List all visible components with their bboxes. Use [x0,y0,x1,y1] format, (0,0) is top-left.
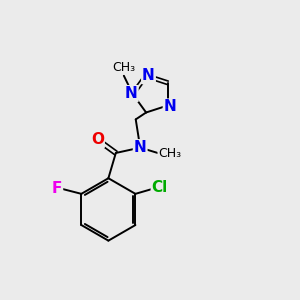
Text: CH₃: CH₃ [158,147,182,160]
Text: CH₃: CH₃ [112,61,135,74]
Text: O: O [91,132,104,147]
Text: F: F [52,181,62,196]
Text: N: N [164,100,176,115]
Text: N: N [134,140,147,155]
Text: N: N [125,86,138,101]
Text: Cl: Cl [152,179,168,194]
Text: N: N [142,68,155,83]
